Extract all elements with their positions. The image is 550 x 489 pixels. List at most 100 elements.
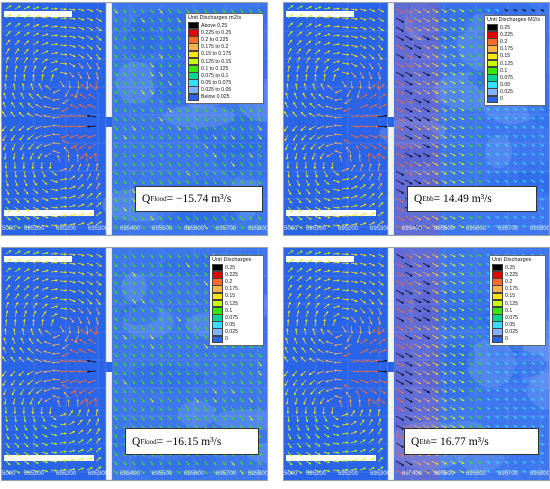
flow-arrow: [77, 44, 85, 49]
flow-arrow: [530, 224, 536, 228]
flow-arrow: [449, 379, 456, 384]
legend-label: 0.125: [500, 60, 513, 67]
flow-arrow: [539, 352, 545, 356]
flow-arrow: [2, 111, 7, 118]
flow-arrow: [395, 26, 405, 32]
flow-arrow: [41, 50, 49, 55]
flow-arrow: [521, 125, 527, 129]
flow-arrow: [368, 83, 376, 91]
flow-arrow: [203, 215, 208, 221]
flow-arrow: [122, 280, 127, 286]
flow-arrow: [530, 125, 536, 129]
flow-arrow: [512, 8, 518, 12]
flow-arrow: [503, 379, 509, 383]
flow-arrow: [350, 204, 358, 208]
flow-arrow: [323, 73, 326, 82]
flow-arrow: [5, 301, 9, 309]
legend-label: 0.075 to 0.1: [201, 72, 229, 79]
flow-arrow: [345, 146, 352, 154]
flow-arrow: [314, 469, 321, 473]
flow-arrow: [50, 451, 58, 454]
flow-arrow: [77, 125, 88, 128]
flow-arrow: [50, 68, 58, 73]
flow-arrow: [431, 352, 439, 357]
flow-arrow: [512, 125, 518, 129]
flow-arrow: [185, 460, 190, 466]
flow-arrow: [68, 430, 76, 435]
flow-arrow: [431, 44, 439, 49]
legend-swatch: [487, 81, 498, 89]
flow-arrow: [59, 252, 67, 256]
legend-swatch: [492, 270, 503, 279]
flow-arrow: [60, 125, 70, 128]
flow-arrow: [323, 6, 331, 10]
flow-arrow: [458, 224, 465, 229]
x-tick-label: 695300: [88, 471, 109, 477]
flow-arrow: [69, 379, 79, 384]
flow-arrow: [413, 469, 422, 475]
flow-arrow: [359, 17, 367, 21]
x-tick-label: 695200: [56, 471, 77, 477]
flow-arrow: [140, 469, 145, 475]
flow-arrow: [68, 35, 76, 39]
flow-arrow: [305, 14, 312, 19]
flow-arrow: [404, 406, 413, 412]
flow-arrow: [14, 451, 20, 457]
legend-swatch: [492, 292, 503, 301]
flow-arrow: [359, 458, 367, 462]
flow-arrow: [431, 53, 439, 58]
flow-arrow: [377, 26, 384, 32]
flow-arrow: [310, 92, 316, 100]
legend-swatch: [492, 321, 503, 329]
legend-item: 0.05: [492, 321, 543, 329]
flow-arrow: [221, 415, 226, 421]
flow-arrow: [68, 316, 75, 323]
flow-arrow: [248, 224, 253, 230]
flow-arrow: [467, 116, 473, 120]
flow-arrow: [21, 152, 25, 160]
flow-arrow: [311, 397, 316, 405]
x-tick-label: 695800: [530, 226, 550, 232]
flow-arrow: [248, 469, 253, 475]
flow-arrow: [131, 197, 136, 203]
flow-arrow: [458, 44, 465, 49]
flow-arrow: [458, 80, 465, 85]
flow-arrow: [122, 361, 127, 367]
flow-arrow: [185, 262, 190, 268]
flow-arrow: [296, 31, 303, 37]
legend-item: 0.075: [212, 314, 261, 322]
flow-arrow: [521, 143, 527, 147]
flow-arrow: [185, 379, 190, 385]
flow-arrow: [358, 153, 362, 163]
flow-arrow: [530, 215, 536, 219]
flow-arrow: [60, 379, 70, 384]
flow-arrow: [395, 80, 405, 86]
flow-arrow: [140, 179, 145, 185]
flow-arrow: [176, 80, 181, 86]
flow-arrow: [43, 379, 52, 383]
flow-arrow: [86, 17, 94, 22]
legend-label: 0.225: [505, 271, 518, 278]
legend-item: 0.175: [212, 285, 261, 293]
flow-arrow: [368, 114, 379, 118]
flow-arrow: [350, 370, 360, 373]
flow-arrow: [5, 451, 11, 457]
flow-arrow: [248, 352, 253, 358]
flow-arrow: [377, 408, 381, 417]
flow-arrow: [140, 62, 145, 68]
flow-arrow: [70, 93, 79, 100]
flow-arrow: [64, 334, 70, 343]
flow-arrow: [131, 307, 136, 313]
flow-arrow: [368, 173, 374, 181]
flow-arrow: [476, 116, 482, 120]
flow-arrow: [257, 469, 262, 475]
flow-arrow: [167, 289, 172, 295]
flow-arrow: [27, 134, 34, 140]
flow-arrow: [292, 125, 298, 132]
flow-arrow: [287, 267, 294, 273]
flow-arrow: [95, 202, 102, 208]
flow-arrow: [377, 325, 380, 335]
flow-arrow: [341, 450, 349, 454]
flow-arrow: [395, 379, 405, 385]
flow-arrow: [494, 469, 500, 473]
